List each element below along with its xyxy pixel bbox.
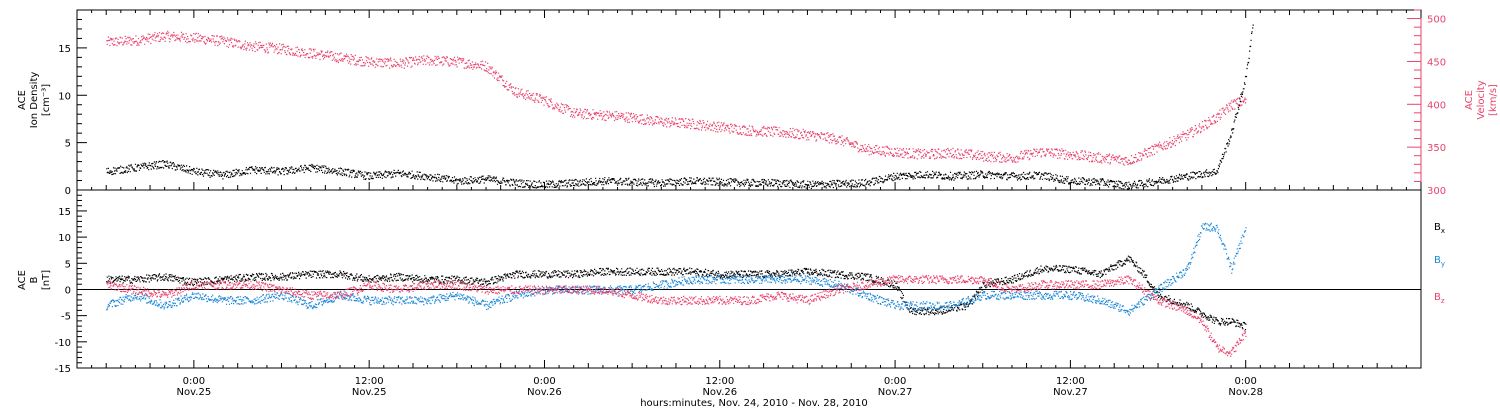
velocity-ylabel: ACE Velocity [km/s] [1464, 80, 1499, 119]
density-ylabel: ACE Ion Density [cm⁻³] [17, 72, 52, 129]
velocity-tick-label: 300 [1427, 186, 1446, 197]
density-tick-label: 5 [65, 139, 71, 150]
bx-series [106, 255, 1247, 331]
x-tick-date: Nov.25 [352, 387, 387, 398]
velocity-tick-label: 400 [1427, 100, 1446, 111]
bfield-tick-label: 10 [58, 233, 71, 244]
bfield-tick-label: 0 [65, 285, 71, 296]
legend-bx: Bx [1434, 222, 1445, 235]
x-tick-time: 0:00 [1234, 376, 1256, 387]
x-tick-date: Nov.28 [1228, 387, 1263, 398]
bfield-ylabel-line2: B [29, 276, 40, 283]
x-tick-time: 0:00 [884, 376, 906, 387]
density-tick-label: 0 [65, 186, 71, 197]
x-tick-time: 0:00 [533, 376, 555, 387]
velocity-ylabel-line1: ACE [1464, 90, 1475, 110]
legend-by: By [1434, 255, 1445, 268]
by-series [106, 222, 1247, 316]
velocity-ylabel-line2: Velocity [1476, 80, 1487, 119]
density-ylabel-line2: Ion Density [29, 72, 40, 129]
bz-series [106, 275, 1247, 357]
bfield-ylabel-line1: ACE [17, 270, 28, 290]
bfield-tick-label: 5 [65, 259, 71, 270]
density-ylabel-line3: [cm⁻³] [41, 84, 52, 116]
x-tick-date: Nov.25 [177, 387, 212, 398]
bfield-tick-label: -5 [61, 312, 71, 323]
velocity-tick-label: 350 [1427, 143, 1446, 154]
x-tick-date: Nov.26 [527, 387, 562, 398]
x-tick-date: Nov.26 [702, 387, 737, 398]
legend-bz: Bz [1434, 292, 1445, 305]
bfield-ylabel: ACE B [nT] [17, 270, 52, 290]
velocity-series [106, 30, 1247, 166]
x-tick-date: Nov.27 [878, 387, 913, 398]
density-series [106, 24, 1254, 190]
density-ylabel-line1: ACE [17, 90, 28, 110]
x-tick-time: 0:00 [183, 376, 205, 387]
velocity-tick-label: 450 [1427, 57, 1446, 68]
x-tick-time: 12:00 [705, 376, 734, 387]
panel1-frame [76, 9, 1422, 191]
x-tick-time: 12:00 [1056, 376, 1085, 387]
density-velocity-panel: 0 5 10 15 300 350 400 450 500 [58, 9, 1446, 197]
x-axis-title: hours:minutes, Nov. 24, 2010 - Nov. 28, … [640, 398, 868, 409]
bfield-tick-label: 15 [58, 207, 71, 218]
magnetic-field-panel: -15 -10 -5 0 5 10 15 [55, 189, 1422, 375]
velocity-tick-label: 500 [1427, 15, 1446, 26]
bfield-ylabel-line3: [nT] [41, 270, 52, 290]
density-tick-label: 15 [58, 44, 71, 55]
x-tick-date: Nov.27 [1053, 387, 1088, 398]
density-tick-label: 10 [58, 91, 71, 102]
bfield-tick-label: -10 [55, 338, 71, 349]
x-tick-time: 12:00 [355, 376, 384, 387]
time-axis: 0:00Nov.2512:00Nov.250:00Nov.2612:00Nov.… [76, 10, 1422, 398]
bfield-tick-label: -15 [55, 364, 71, 375]
velocity-ylabel-line3: [km/s] [1488, 84, 1499, 116]
